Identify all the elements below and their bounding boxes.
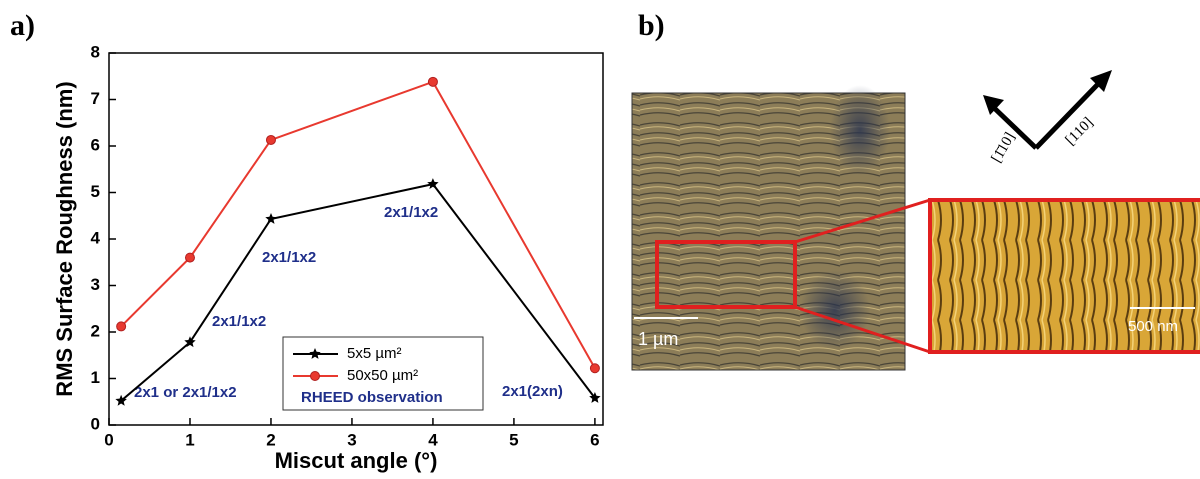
zoom-box [655, 240, 797, 309]
zoom-line [794, 305, 931, 354]
point [427, 76, 438, 87]
y-tick-label: 3 [91, 275, 100, 294]
legend-label: 50x50 µm² [347, 367, 418, 384]
y-tick-label: 0 [91, 414, 100, 433]
annotation: 2x1/1x2 [262, 249, 316, 266]
point [184, 252, 195, 263]
afm-shade [830, 85, 890, 175]
zoom-line [794, 198, 931, 244]
annotation: 2x1/1x2 [212, 313, 266, 330]
x-tick-label: 5 [509, 430, 518, 449]
y-axis-label: RMS Surface Roughness (nm) [52, 81, 77, 396]
point [589, 363, 600, 374]
y-tick-label: 5 [91, 182, 100, 201]
direction-label: [1̄10] [989, 130, 1019, 166]
direction-label: [110] [1063, 115, 1097, 149]
point [184, 336, 196, 348]
zoom-image [928, 198, 1200, 354]
direction-arrows [988, 80, 1102, 150]
y-tick-label: 2 [91, 321, 100, 340]
series-line [120, 80, 596, 369]
point [265, 134, 276, 145]
annotation: 2x1 or 2x1/1x2 [134, 384, 237, 401]
scale-label: 1 µm [638, 329, 678, 349]
panel-label: a) [10, 9, 35, 42]
legend-note: RHEED observation [301, 389, 443, 406]
point [589, 392, 601, 403]
x-tick-label: 6 [590, 430, 599, 449]
legend-marker [309, 348, 321, 359]
y-tick-label: 6 [91, 135, 100, 154]
y-tick-label: 1 [91, 368, 100, 387]
y-tick-label: 8 [91, 42, 100, 61]
afm-shade [800, 270, 870, 350]
x-tick-label: 4 [428, 430, 438, 449]
arrowhead [983, 95, 1004, 115]
annotation: 2x1/1x2 [384, 204, 438, 221]
legend-marker [310, 371, 320, 381]
panel-label: b) [638, 9, 665, 42]
y-tick-label: 4 [91, 228, 101, 247]
y-tick-label: 7 [91, 89, 100, 108]
point [427, 178, 439, 189]
legend-label: 5x5 µm² [347, 345, 402, 362]
arrowhead [1090, 70, 1112, 92]
x-tick-label: 2 [266, 430, 275, 449]
x-axis-label: Miscut angle (°) [275, 448, 438, 473]
annotation: 2x1(2xn) [502, 383, 563, 400]
x-tick-label: 1 [185, 430, 194, 449]
scale-label: 500 nm [1128, 318, 1178, 335]
point [115, 394, 127, 406]
point [116, 321, 127, 332]
point [265, 213, 277, 224]
x-tick-label: 0 [104, 430, 113, 449]
x-tick-label: 3 [347, 430, 356, 449]
